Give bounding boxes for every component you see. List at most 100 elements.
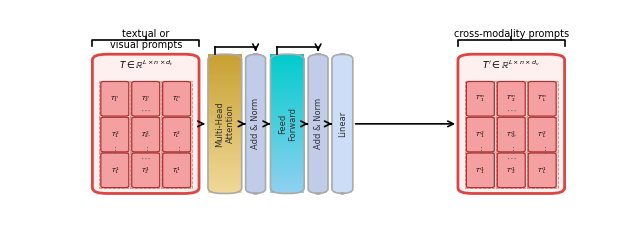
- Bar: [208, 70, 242, 72]
- Bar: [271, 171, 304, 173]
- Bar: [208, 157, 242, 159]
- Bar: [208, 79, 242, 81]
- Bar: [271, 165, 304, 167]
- Bar: [527, 81, 557, 117]
- Bar: [131, 81, 161, 117]
- Bar: [271, 155, 304, 156]
- Bar: [208, 147, 242, 148]
- Text: $\vdots$: $\vdots$: [508, 144, 515, 156]
- Bar: [271, 190, 304, 191]
- Bar: [208, 119, 242, 120]
- Bar: [271, 72, 304, 74]
- Bar: [271, 60, 304, 61]
- Bar: [99, 152, 131, 188]
- Bar: [208, 54, 242, 55]
- Bar: [208, 98, 242, 99]
- Bar: [271, 148, 304, 149]
- Bar: [271, 120, 304, 122]
- Bar: [208, 126, 242, 127]
- Bar: [208, 77, 242, 79]
- Bar: [208, 124, 242, 125]
- Bar: [271, 93, 304, 95]
- Bar: [208, 134, 242, 135]
- Bar: [208, 108, 242, 110]
- Bar: [271, 170, 304, 171]
- Bar: [271, 126, 304, 127]
- Bar: [131, 152, 161, 188]
- Bar: [208, 155, 242, 156]
- Bar: [271, 191, 304, 192]
- Text: $T \in \mathbb{R}^{L\times n\times d_t}$: $T \in \mathbb{R}^{L\times n\times d_t}$: [118, 59, 173, 71]
- FancyBboxPatch shape: [163, 153, 191, 188]
- Bar: [271, 134, 304, 135]
- Bar: [271, 59, 304, 60]
- Bar: [208, 118, 242, 119]
- Bar: [271, 153, 304, 154]
- Bar: [496, 117, 527, 152]
- Bar: [271, 133, 304, 134]
- Bar: [208, 60, 242, 61]
- Bar: [271, 65, 304, 67]
- Bar: [208, 80, 242, 82]
- Bar: [271, 74, 304, 75]
- Bar: [208, 93, 242, 95]
- Bar: [208, 191, 242, 192]
- Text: $\cdots$: $\cdots$: [140, 129, 151, 139]
- Bar: [271, 184, 304, 185]
- Bar: [271, 136, 304, 138]
- Bar: [271, 121, 304, 123]
- Bar: [271, 141, 304, 142]
- Bar: [208, 135, 242, 137]
- Bar: [208, 133, 242, 134]
- Text: Feed
Forward: Feed Forward: [278, 107, 297, 141]
- Bar: [271, 96, 304, 97]
- Bar: [271, 139, 304, 140]
- Bar: [496, 152, 527, 188]
- Bar: [208, 121, 242, 123]
- Bar: [271, 164, 304, 166]
- Bar: [208, 169, 242, 170]
- Bar: [271, 105, 304, 106]
- Bar: [271, 178, 304, 179]
- Bar: [271, 150, 304, 152]
- Bar: [208, 186, 242, 188]
- Text: ${T}^n_2$: ${T}^n_2$: [141, 94, 150, 104]
- Bar: [271, 101, 304, 103]
- Bar: [208, 57, 242, 59]
- Bar: [271, 163, 304, 164]
- Bar: [271, 182, 304, 183]
- Bar: [208, 78, 242, 80]
- Bar: [271, 57, 304, 59]
- Bar: [527, 152, 557, 188]
- Bar: [161, 81, 192, 117]
- Bar: [208, 76, 242, 77]
- Bar: [271, 75, 304, 76]
- Bar: [208, 188, 242, 190]
- Bar: [271, 179, 304, 181]
- Bar: [271, 176, 304, 177]
- Bar: [208, 178, 242, 179]
- FancyBboxPatch shape: [458, 54, 564, 193]
- Bar: [208, 55, 242, 57]
- Text: ${T}^2_2$: ${T}^2_2$: [141, 129, 150, 140]
- Bar: [208, 190, 242, 191]
- Bar: [271, 166, 304, 168]
- Text: ${T}^2_L$: ${T}^2_L$: [172, 129, 181, 140]
- Bar: [271, 78, 304, 80]
- Text: ${T'}^1_2$: ${T'}^1_2$: [506, 165, 516, 176]
- Bar: [271, 97, 304, 98]
- Bar: [271, 119, 304, 120]
- Bar: [208, 83, 242, 84]
- Bar: [208, 168, 242, 169]
- Bar: [271, 67, 304, 68]
- Bar: [271, 174, 304, 176]
- Bar: [208, 68, 242, 69]
- Bar: [208, 106, 242, 108]
- Bar: [271, 56, 304, 58]
- FancyBboxPatch shape: [497, 117, 525, 152]
- Bar: [208, 82, 242, 83]
- Bar: [271, 140, 304, 141]
- Bar: [271, 80, 304, 82]
- Bar: [271, 128, 304, 130]
- Bar: [208, 163, 242, 164]
